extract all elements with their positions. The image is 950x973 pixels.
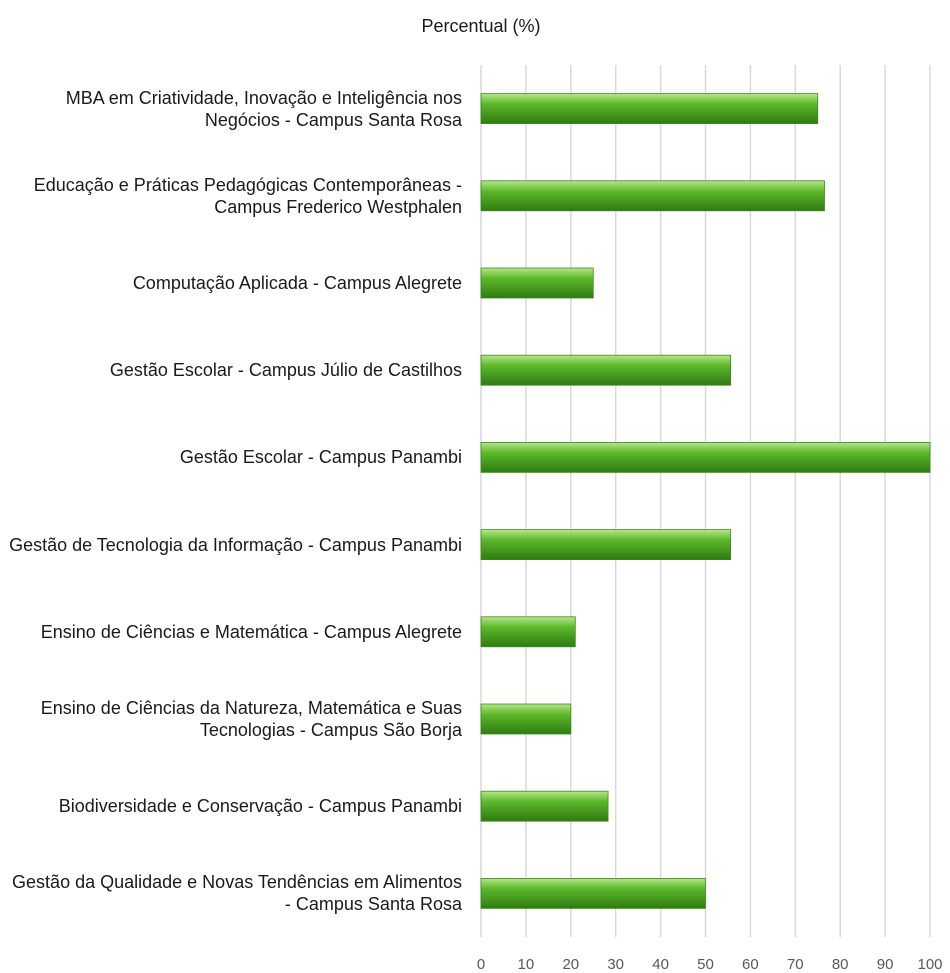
x-tick-label: 20 [562, 956, 579, 973]
bar [480, 180, 825, 212]
bar [480, 616, 576, 648]
x-tick-label: 0 [477, 956, 485, 973]
y-tick-label: MBA em Criatividade, Inovação e Inteligê… [65, 87, 462, 130]
category-box: Educação e Práticas Pedagógicas Contempo… [4, 152, 462, 239]
y-tick-label: Ensino de Ciências e Matemática - Campus… [40, 621, 462, 642]
bar [480, 267, 594, 299]
category-box: Gestão da Qualidade e Novas Tendências e… [4, 850, 462, 937]
y-tick-label: Gestão Escolar - Campus Júlio de Castilh… [109, 360, 462, 381]
bar [480, 529, 732, 560]
y-tick-label: Gestão da Qualidade e Novas Tendências e… [12, 872, 462, 915]
y-tick-label: Educação e Práticas Pedagógicas Contempo… [33, 174, 462, 217]
y-tick-label: Gestão Escolar - Campus Panambi [179, 447, 462, 468]
category-box: Ensino de Ciências da Natureza, Matemáti… [4, 675, 462, 762]
x-tick-label: 100 [917, 956, 942, 973]
y-tick-label: Ensino de Ciências da Natureza, Matemáti… [40, 697, 462, 740]
x-tick-label: 80 [832, 956, 849, 973]
y-tick-label: Gestão de Tecnologia da Informação - Cam… [9, 534, 462, 555]
category-box: MBA em Criatividade, Inovação e Inteligê… [4, 65, 462, 152]
x-tick-label: 70 [787, 956, 804, 973]
bar [480, 878, 706, 909]
x-tick-label: 10 [518, 956, 535, 973]
category-box: Ensino de Ciências e Matemática - Campus… [4, 588, 462, 675]
category-box: Computação Aplicada - Campus Alegrete [4, 239, 462, 326]
category-box: Gestão Escolar - Campus Panambi [4, 414, 462, 501]
category-box: Gestão de Tecnologia da Informação - Cam… [4, 501, 462, 588]
y-tick-label: Computação Aplicada - Campus Alegrete [132, 272, 462, 293]
y-tick-label: Biodiversidade e Conservação - Campus Pa… [58, 796, 462, 817]
bar [480, 703, 572, 735]
category-box: Biodiversidade e Conservação - Campus Pa… [4, 763, 462, 850]
x-tick-label: 90 [877, 956, 894, 973]
bar [480, 93, 819, 124]
bar [480, 441, 931, 473]
x-tick-label: 60 [742, 956, 759, 973]
x-tick-label: 50 [697, 956, 714, 973]
x-tick-label: 40 [652, 956, 669, 973]
bar [480, 354, 732, 386]
category-box: Gestão Escolar - Campus Júlio de Castilh… [4, 327, 462, 414]
chart-title: Percentual (%) [421, 16, 541, 36]
x-tick-label: 30 [607, 956, 624, 973]
bar [480, 790, 609, 822]
